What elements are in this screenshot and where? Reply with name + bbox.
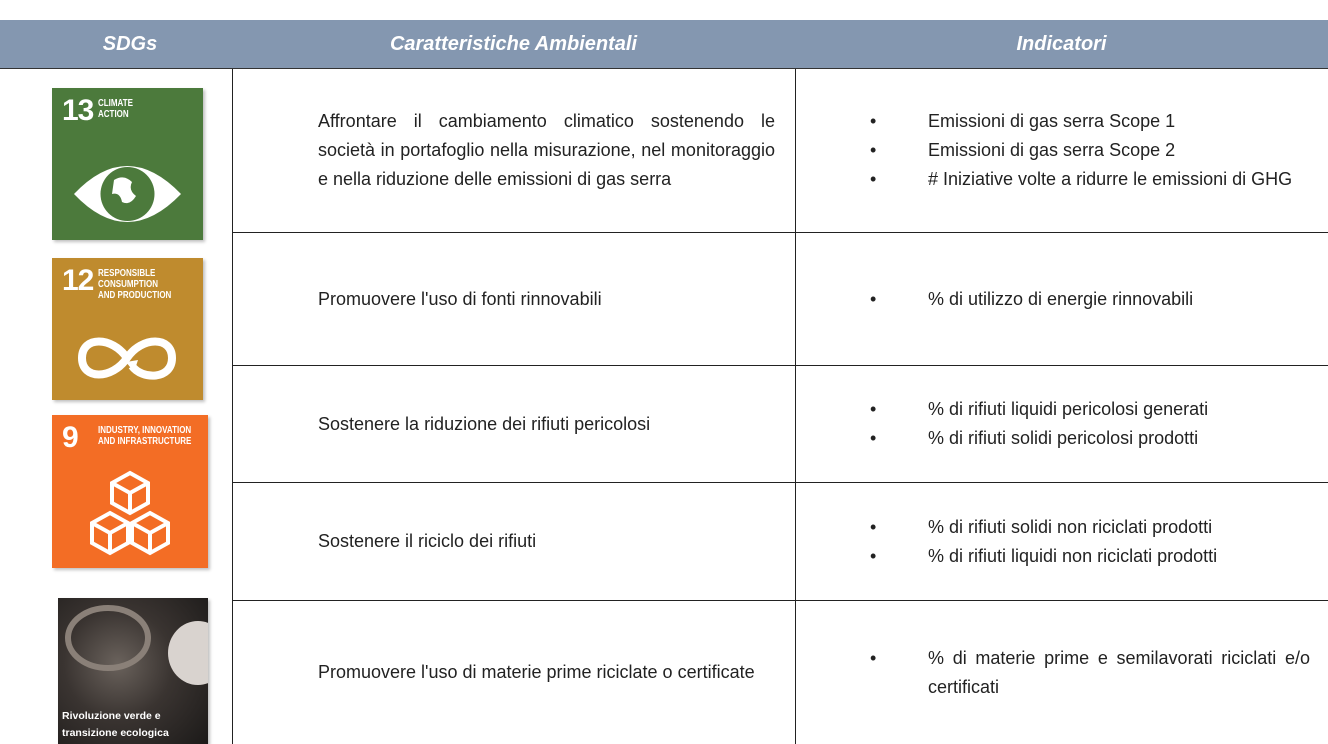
characteristic-cell: Sostenere il riciclo dei rifiuti <box>233 483 795 600</box>
characteristic-cell: Sostenere la riduzione dei rifiuti peric… <box>233 366 795 482</box>
sdg-label-line: RESPONSIBLE <box>98 268 156 279</box>
indicator-item: % di materie prime e semilavorati ricicl… <box>870 644 1310 702</box>
characteristic-text: Sostenere la riduzione dei rifiuti peric… <box>318 413 651 434</box>
eye-globe-icon <box>74 166 181 222</box>
sdg-label-line: AND PRODUCTION <box>98 290 172 301</box>
row-divider <box>232 482 1328 483</box>
sdg-icon: 12 RESPONSIBLE CONSUMPTION AND PRODUCTION <box>52 258 203 400</box>
indicators-cell: % di materie prime e semilavorati ricicl… <box>796 601 1328 744</box>
sdg-number: 13 <box>62 94 94 127</box>
indicator-list: % di rifiuti liquidi pericolosi generati… <box>870 395 1310 453</box>
indicator-item: Emissioni di gas serra Scope 2 <box>870 136 1310 165</box>
photo-illustration <box>65 605 208 685</box>
characteristic-text: Affrontare il cambiamento climatico sost… <box>318 111 775 189</box>
sdg-label-line: CLIMATE <box>98 98 133 109</box>
characteristic-text: Promuovere l'uso di fonti rinnovabili <box>318 288 602 309</box>
sdg-photo: Rivoluzione verde e transizione ecologica <box>58 598 208 744</box>
indicator-item: % di rifiuti solidi non riciclati prodot… <box>870 513 1310 542</box>
sdg-icon: 9 INDUSTRY, INNOVATION AND INFRASTRUCTURE <box>52 415 208 568</box>
characteristic-text: Promuovere l'uso di materie prime ricicl… <box>318 662 755 682</box>
indicators-cell: % di rifiuti solidi non riciclati prodot… <box>796 483 1328 600</box>
sdg-label-line: AND INFRASTRUCTURE <box>98 436 192 447</box>
indicators-cell: Emissioni di gas serra Scope 1Emissioni … <box>796 69 1328 232</box>
sdg-label: RESPONSIBLE CONSUMPTION AND PRODUCTION <box>98 268 171 301</box>
indicator-item: % di rifiuti liquidi pericolosi generati <box>870 395 1310 424</box>
indicator-item: % di rifiuti liquidi non riciclati prodo… <box>870 542 1310 571</box>
photo-caption: Rivoluzione verde e transizione ecologica <box>62 708 169 742</box>
indicators-cell: % di utilizzo di energie rinnovabili <box>796 233 1328 365</box>
indicator-list: % di rifiuti solidi non riciclati prodot… <box>870 513 1310 571</box>
column-divider <box>795 69 796 744</box>
sdg-label-line: CONSUMPTION <box>98 279 158 290</box>
sdg-number: 9 <box>62 421 79 454</box>
header-cell: Caratteristiche Ambientali <box>389 33 638 55</box>
column-divider <box>232 69 233 744</box>
indicator-item: Emissioni di gas serra Scope 1 <box>870 107 1310 136</box>
sdg-label-line: INDUSTRY, INNOVATION <box>98 425 192 436</box>
header-cell: Indicatori <box>1016 33 1107 55</box>
infinity-icon <box>77 337 177 380</box>
photo-caption-line: Rivoluzione verde e <box>62 710 161 722</box>
row-divider <box>232 600 1328 601</box>
sdg-label: INDUSTRY, INNOVATION AND INFRASTRUCTURE <box>98 425 191 447</box>
row-divider <box>232 232 1328 233</box>
indicator-item: % di utilizzo di energie rinnovabili <box>870 285 1310 314</box>
photo-caption-line: transizione ecologica <box>62 727 169 739</box>
characteristic-cell: Affrontare il cambiamento climatico sost… <box>233 69 795 232</box>
indicator-list: % di materie prime e semilavorati ricicl… <box>870 644 1310 702</box>
indicator-list: Emissioni di gas serra Scope 1Emissioni … <box>870 107 1310 194</box>
cubes-icon <box>90 470 170 556</box>
characteristic-cell: Promuovere l'uso di materie prime ricicl… <box>233 601 795 744</box>
indicators-cell: % di rifiuti liquidi pericolosi generati… <box>796 366 1328 482</box>
indicator-item: % di rifiuti solidi pericolosi prodotti <box>870 424 1310 453</box>
table-header: SDGs Caratteristiche Ambientali Indicato… <box>0 20 1328 69</box>
indicator-list: % di utilizzo di energie rinnovabili <box>870 285 1310 314</box>
characteristic-cell: Promuovere l'uso di fonti rinnovabili <box>233 233 795 365</box>
indicator-item: # Iniziative volte a ridurre le emission… <box>870 165 1310 194</box>
sdg-label: CLIMATE ACTION <box>98 98 133 120</box>
sdg-label-line: ACTION <box>98 109 129 120</box>
header-cell: SDGs <box>102 33 158 55</box>
sdg-number: 12 <box>62 264 94 297</box>
row-divider <box>232 365 1328 366</box>
characteristic-text: Sostenere il riciclo dei rifiuti <box>318 531 537 551</box>
sdg-icon: 13 CLIMATE ACTION <box>52 88 203 240</box>
